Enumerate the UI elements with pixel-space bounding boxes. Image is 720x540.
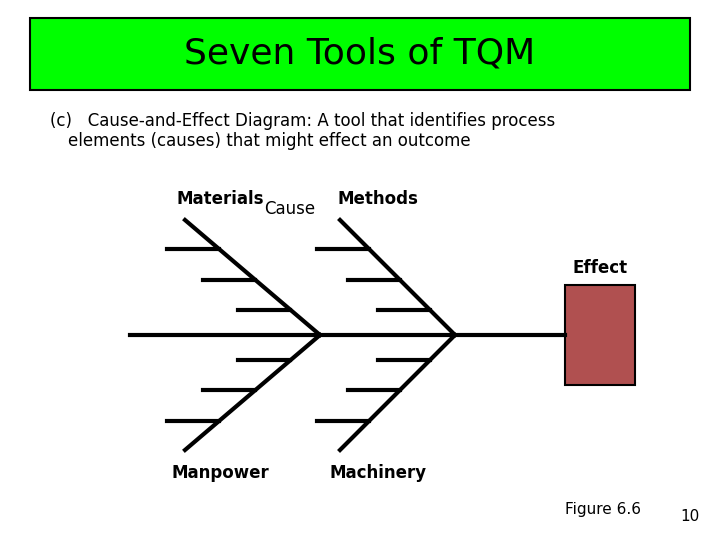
Bar — [565, 285, 635, 385]
Text: Materials: Materials — [176, 190, 264, 208]
Text: elements (causes) that might effect an outcome: elements (causes) that might effect an o… — [68, 132, 471, 150]
Text: Methods: Methods — [338, 190, 418, 208]
Text: Cause: Cause — [264, 200, 315, 218]
Text: Seven Tools of TQM: Seven Tools of TQM — [184, 37, 536, 71]
Text: 10: 10 — [680, 509, 700, 524]
Text: Effect: Effect — [572, 259, 628, 277]
Text: Manpower: Manpower — [171, 464, 269, 482]
Bar — [30, 18, 690, 90]
Text: Machinery: Machinery — [330, 464, 426, 482]
Text: Figure 6.6: Figure 6.6 — [565, 502, 641, 517]
Text: (c)   Cause-and-Effect Diagram: A tool that identifies process: (c) Cause-and-Effect Diagram: A tool tha… — [50, 112, 555, 130]
